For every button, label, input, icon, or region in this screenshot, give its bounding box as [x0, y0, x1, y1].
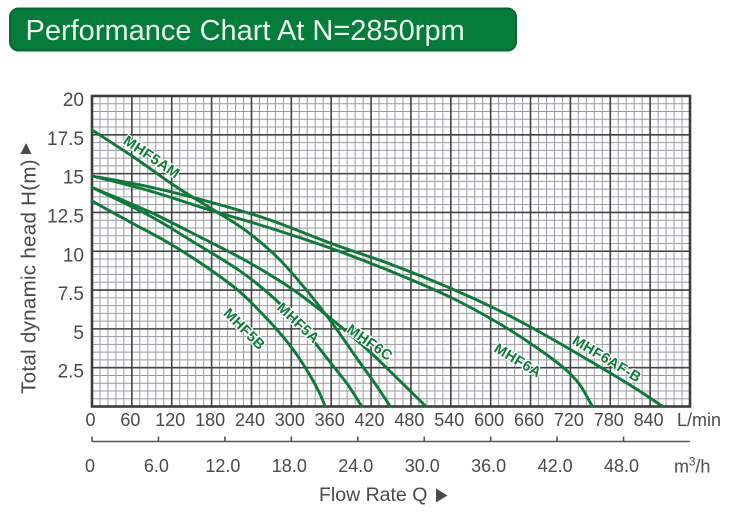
svg-text:0: 0 [85, 410, 95, 430]
svg-text:720: 720 [554, 410, 584, 430]
svg-text:120: 120 [155, 410, 185, 430]
svg-text:2.5: 2.5 [58, 362, 84, 383]
svg-text:300: 300 [275, 410, 305, 430]
svg-text:Performance Chart At N=2850rpm: Performance Chart At N=2850rpm [26, 15, 465, 47]
svg-text:48.0: 48.0 [604, 456, 639, 476]
svg-text:10: 10 [63, 245, 84, 266]
svg-text:60: 60 [120, 410, 140, 430]
svg-text:840: 840 [634, 410, 664, 430]
svg-text:Total dynamic head H(m): Total dynamic head H(m) [18, 159, 41, 394]
svg-text:L/min: L/min [677, 410, 721, 430]
svg-text:5: 5 [73, 323, 84, 344]
svg-text:180: 180 [195, 410, 225, 430]
svg-text:600: 600 [474, 410, 504, 430]
svg-text:15: 15 [63, 168, 84, 189]
svg-text:36.0: 36.0 [471, 456, 506, 476]
svg-text:12.0: 12.0 [205, 456, 240, 476]
svg-text:24.0: 24.0 [338, 456, 373, 476]
svg-text:12.5: 12.5 [47, 206, 84, 227]
svg-text:660: 660 [514, 410, 544, 430]
svg-text:20: 20 [63, 90, 84, 111]
svg-text:420: 420 [355, 410, 385, 430]
svg-text:540: 540 [434, 410, 464, 430]
svg-text:m3/h: m3/h [674, 457, 710, 477]
svg-text:Flow Rate Q: Flow Rate Q [319, 484, 427, 506]
svg-text:360: 360 [315, 410, 345, 430]
svg-text:18.0: 18.0 [272, 456, 307, 476]
svg-text:7.5: 7.5 [58, 284, 84, 305]
svg-text:17.5: 17.5 [47, 129, 84, 150]
svg-text:6.0: 6.0 [144, 456, 169, 476]
svg-text:0: 0 [85, 456, 95, 476]
svg-text:42.0: 42.0 [538, 456, 573, 476]
svg-text:240: 240 [235, 410, 265, 430]
svg-text:30.0: 30.0 [405, 456, 440, 476]
svg-text:780: 780 [594, 410, 624, 430]
svg-text:480: 480 [394, 410, 424, 430]
